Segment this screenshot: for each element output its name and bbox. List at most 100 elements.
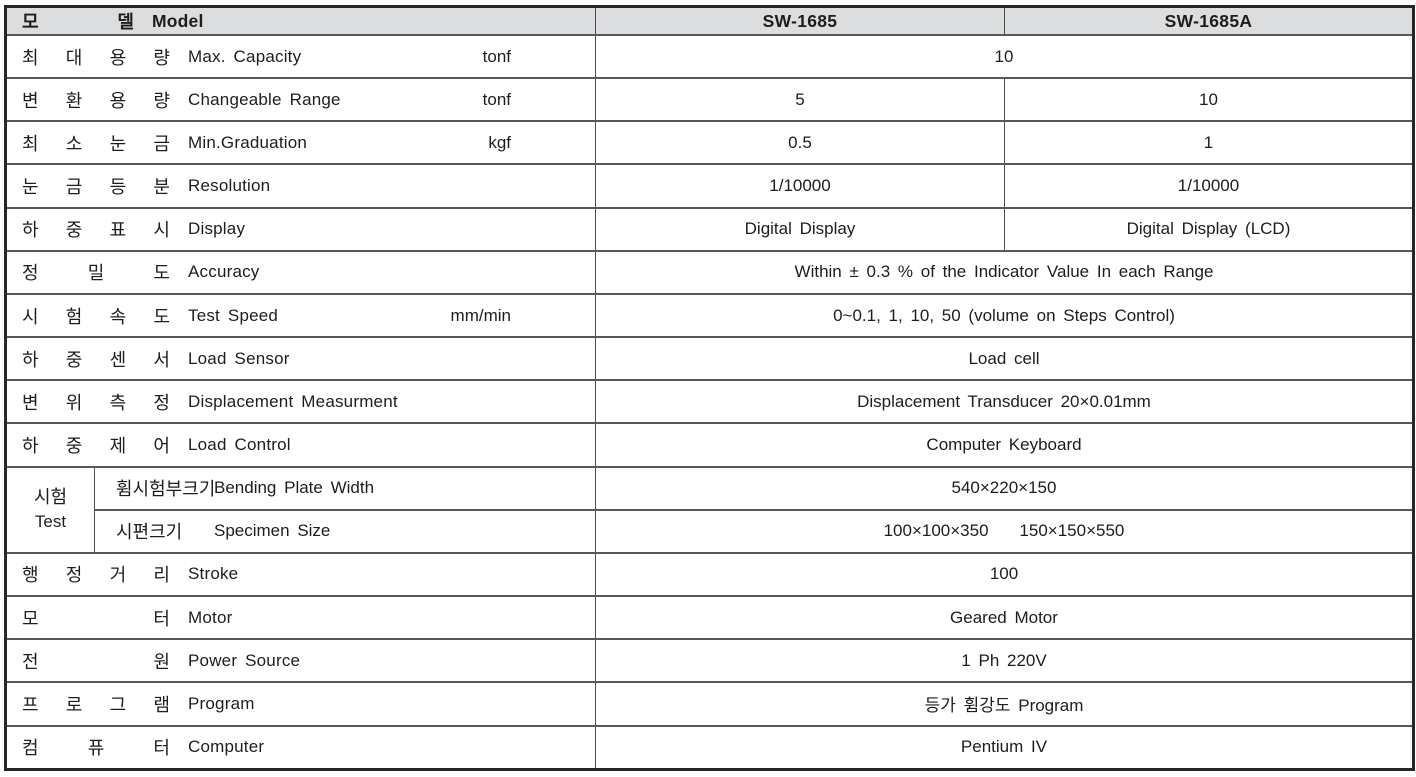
value-cell: 0.5 bbox=[595, 120, 1005, 166]
label-english: Stroke bbox=[188, 564, 239, 584]
value-cell: Digital Display bbox=[595, 206, 1005, 252]
row-display: 하 중 표 시 Display Digital Display Digital … bbox=[5, 206, 1414, 252]
row-label-cell: 프 로 그 램 Program bbox=[5, 681, 596, 727]
label-english: Computer bbox=[188, 737, 265, 757]
value-cell: 100×100×350 150×150×550 bbox=[595, 508, 1414, 554]
label-korean: 최 소 눈 금 bbox=[22, 133, 170, 154]
label-english: Power Source bbox=[188, 650, 301, 670]
value-cell: Load cell bbox=[595, 336, 1414, 382]
sub-label-english: Bending Plate Width bbox=[214, 478, 375, 498]
header-label-english: Model bbox=[152, 10, 204, 31]
unit-label: kgf bbox=[488, 132, 511, 152]
test-group-korean: 시험 bbox=[33, 487, 68, 508]
row-program: 프 로 그 램 Program 등가 휨강도 Program bbox=[5, 681, 1414, 727]
row-load-control: 하 중 제 어 Load Control Computer Keyboard bbox=[5, 422, 1414, 468]
row-power-source: 전 원 Power Source 1 Ph 220V bbox=[5, 638, 1414, 684]
value-cell: 0~0.1, 1, 10, 50 (volume on Steps Contro… bbox=[595, 292, 1414, 339]
row-label-cell: 시 험 속 도 Test Speed mm/min bbox=[5, 292, 596, 339]
label-english: Min.Graduation bbox=[188, 132, 308, 152]
label-english: Motor bbox=[188, 607, 233, 627]
row-label-cell: 변 환 용 량 Changeable Range tonf bbox=[5, 77, 596, 123]
header-label-cell: 모 델 Model bbox=[5, 5, 596, 36]
unit-label: tonf bbox=[482, 89, 511, 109]
row-label-cell: 전 원 Power Source bbox=[5, 638, 596, 684]
row-resolution: 눈 금 등 분 Resolution 1/10000 1/10000 bbox=[5, 163, 1414, 209]
unit-label: mm/min bbox=[450, 305, 511, 325]
value-cell: Computer Keyboard bbox=[595, 422, 1414, 468]
row-test-speed: 시 험 속 도 Test Speed mm/min 0~0.1, 1, 10, … bbox=[5, 292, 1414, 339]
label-english: Displacement Measurment bbox=[188, 391, 398, 411]
row-label-cell: 변 위 측 정 Displacement Measurment bbox=[5, 379, 596, 425]
value-cell: Geared Motor bbox=[595, 595, 1414, 641]
row-label-cell: 하 중 표 시 Display bbox=[5, 206, 596, 252]
value-cell: 5 bbox=[595, 77, 1005, 123]
value-cell: Pentium IV bbox=[595, 724, 1414, 771]
header-model-2: SW-1685A bbox=[1004, 5, 1414, 36]
row-accuracy: 정 밀 도 Accuracy Within ± 0.3 % of the Ind… bbox=[5, 249, 1414, 295]
row-computer: 컴 퓨 터 Computer Pentium IV bbox=[5, 724, 1414, 771]
label-korean: 시 험 속 도 bbox=[22, 306, 170, 327]
row-changeable-range: 변 환 용 량 Changeable Range tonf 5 10 bbox=[5, 77, 1414, 123]
value-cell: 1/10000 bbox=[1004, 163, 1414, 209]
row-motor: 모 터 Motor Geared Motor bbox=[5, 595, 1414, 641]
value-cell: 10 bbox=[1004, 77, 1414, 123]
value-cell: Digital Display (LCD) bbox=[1004, 206, 1414, 252]
label-english: Load Control bbox=[188, 434, 291, 454]
value-cell: 10 bbox=[595, 33, 1414, 80]
label-english: Program bbox=[188, 693, 255, 713]
value-cell: 등가 휨강도 Program bbox=[595, 681, 1414, 727]
label-korean: 최 대 용 량 bbox=[22, 47, 170, 68]
sub-label-cell: 시편크기 Specimen Size bbox=[94, 508, 596, 554]
label-korean: 변 위 측 정 bbox=[22, 392, 170, 413]
row-label-cell: 컴 퓨 터 Computer bbox=[5, 724, 596, 771]
label-english: Load Sensor bbox=[188, 348, 290, 368]
row-label-cell: 하 중 센 서 Load Sensor bbox=[5, 336, 596, 382]
label-korean: 하 중 센 서 bbox=[22, 349, 170, 370]
row-min-graduation: 최 소 눈 금 Min.Graduation kgf 0.5 1 bbox=[5, 120, 1414, 166]
value-cell: Within ± 0.3 % of the Indicator Value In… bbox=[595, 249, 1414, 295]
row-label-cell: 최 대 용 량 Max. Capacity tonf bbox=[5, 33, 596, 80]
header-model-1: SW-1685 bbox=[595, 5, 1005, 36]
sub-label-korean: 시편크기 bbox=[116, 522, 183, 543]
spec-table: 모 델 Model SW-1685 SW-1685A 최 대 용 량 Max. … bbox=[4, 5, 1415, 771]
label-korean: 컴 퓨 터 bbox=[22, 738, 170, 759]
sub-label-english: Specimen Size bbox=[214, 521, 331, 541]
label-korean: 전 원 bbox=[22, 651, 170, 672]
label-english: Test Speed bbox=[188, 305, 279, 325]
row-label-cell: 눈 금 등 분 Resolution bbox=[5, 163, 596, 209]
header-label-korean: 모 델 bbox=[22, 12, 134, 32]
header-row: 모 델 Model SW-1685 SW-1685A bbox=[5, 5, 1414, 36]
sub-label-korean: 휨시험부크기 bbox=[116, 479, 216, 500]
label-korean: 눈 금 등 분 bbox=[22, 177, 170, 198]
label-korean: 행 정 거 리 bbox=[22, 565, 170, 586]
row-max-capacity: 최 대 용 량 Max. Capacity tonf 10 bbox=[5, 33, 1414, 80]
label-korean: 변 환 용 량 bbox=[22, 90, 170, 111]
label-english: Display bbox=[188, 219, 246, 239]
row-label-cell: 행 정 거 리 Stroke bbox=[5, 551, 596, 598]
test-group-cell: 시험 Test bbox=[5, 465, 95, 554]
row-label-cell: 하 중 제 어 Load Control bbox=[5, 422, 596, 468]
label-english: Changeable Range bbox=[188, 89, 341, 109]
label-korean: 모 터 bbox=[22, 608, 170, 629]
row-stroke: 행 정 거 리 Stroke 100 bbox=[5, 551, 1414, 598]
row-test-bending-plate: 시험 Test 휨시험부크기 Bending Plate Width 540×2… bbox=[5, 465, 1414, 554]
label-english: Accuracy bbox=[188, 262, 260, 282]
test-group-english: Test bbox=[34, 512, 67, 532]
row-displacement-measurement: 변 위 측 정 Displacement Measurment Displace… bbox=[5, 379, 1414, 425]
row-label-cell: 최 소 눈 금 Min.Graduation kgf bbox=[5, 120, 596, 166]
value-cell: 100 bbox=[595, 551, 1414, 598]
value-cell: 1/10000 bbox=[595, 163, 1005, 209]
sub-label-cell: 휨시험부크기 Bending Plate Width bbox=[94, 465, 596, 511]
label-korean: 정 밀 도 bbox=[22, 263, 170, 284]
label-english: Max. Capacity bbox=[188, 46, 302, 66]
row-label-cell: 정 밀 도 Accuracy bbox=[5, 249, 596, 295]
unit-label: tonf bbox=[482, 46, 511, 66]
value-cell: 1 bbox=[1004, 120, 1414, 166]
row-load-sensor: 하 중 센 서 Load Sensor Load cell bbox=[5, 336, 1414, 382]
label-english: Resolution bbox=[188, 176, 271, 196]
row-test-specimen-size: 시편크기 Specimen Size 100×100×350 150×150×5… bbox=[6, 508, 1414, 554]
value-cell: 540×220×150 bbox=[595, 465, 1414, 511]
label-korean: 프 로 그 램 bbox=[22, 694, 170, 715]
value-cell: 1 Ph 220V bbox=[595, 638, 1414, 684]
